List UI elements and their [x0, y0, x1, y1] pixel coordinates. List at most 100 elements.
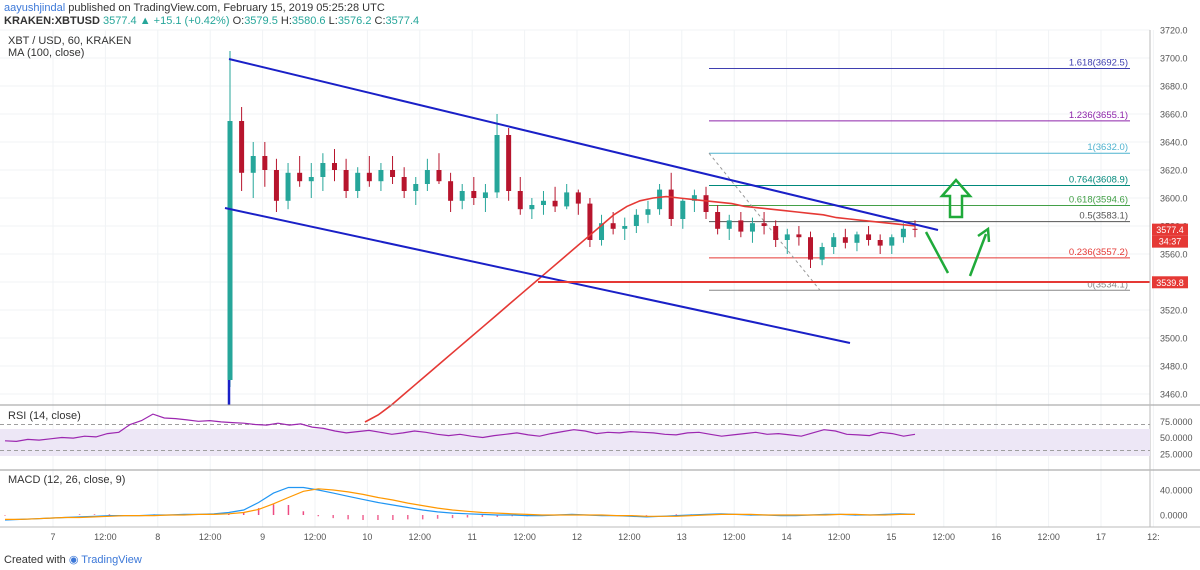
instrument-legend: XBT / USD, 60, KRAKEN: [8, 35, 132, 47]
candlestick-series: [227, 51, 918, 405]
price-tick-label: 3500.0: [1160, 334, 1188, 344]
created-with-text: Created with: [4, 554, 66, 566]
time-tick-label: 12: [572, 532, 582, 542]
candle-body: [564, 192, 570, 207]
price-change: 3577.4 ▲ +15.1 (+0.42%): [103, 15, 230, 27]
down-stroke-icon: [924, 231, 950, 274]
fib-trend-line: [708, 152, 821, 291]
candle-body: [599, 223, 605, 240]
ohlc-high-label: H:: [280, 15, 292, 27]
fib-level-label: 0.618(3594.6): [1069, 195, 1128, 206]
candle-body: [308, 177, 314, 182]
time-tick-label: 14: [782, 532, 792, 542]
ohlc-open: 3579.5: [244, 15, 278, 27]
price-axis: 3720.0 3700.0 3680.0 3660.0 3640.0 3620.0 3600…: [1152, 26, 1188, 400]
candle-body: [320, 163, 326, 177]
rsi-pane: 75.0000 50.0000 25.0000: [0, 413, 1193, 459]
candle-body: [355, 172, 361, 191]
candle-body: [587, 203, 593, 240]
ohlc-low: 3576.2: [337, 15, 372, 27]
time-tick-label: 12:00: [94, 532, 117, 542]
tradingview-link[interactable]: TradingView: [81, 554, 142, 566]
time-tick-label: 12:00: [618, 532, 641, 542]
time-tick-label: 12:00: [409, 532, 432, 542]
candle-body: [633, 214, 639, 226]
candle-body: [622, 226, 628, 229]
candle-body: [343, 170, 349, 191]
candle-body: [784, 234, 790, 240]
candle-body: [297, 172, 303, 182]
time-tick-label: 17: [1096, 532, 1106, 542]
time-tick-label: 16: [991, 532, 1001, 542]
up-stroke-icon: [968, 233, 988, 277]
candle-body: [239, 121, 245, 173]
ohlc-low-label: L:: [328, 15, 338, 27]
candle-body: [819, 247, 825, 260]
price-tick-label: 3480.0: [1160, 362, 1188, 372]
time-tick-label: 8: [155, 532, 160, 542]
price-tick-label: 3600.0: [1160, 194, 1188, 204]
ohlc-high: 3580.6: [291, 15, 326, 27]
candle-body: [738, 220, 744, 232]
footer: Created with ◉ TradingView: [4, 553, 142, 566]
price-tick-label: 3680.0: [1160, 82, 1188, 92]
rsi-title: RSI (14, close): [8, 410, 81, 422]
countdown-bg: [1152, 235, 1188, 248]
time-tick-label: 9: [260, 532, 265, 542]
macd-title: MACD (12, 26, close, 9): [8, 474, 126, 486]
time-tick-label: 12:00: [828, 532, 851, 542]
candle-body: [808, 237, 814, 260]
price-tick-label: 3620.0: [1160, 166, 1188, 176]
author-link[interactable]: aayushjindal: [4, 2, 66, 14]
time-tick-label: 15: [886, 532, 896, 542]
candle-body: [610, 223, 616, 229]
up-arrowhead-icon: [977, 226, 991, 243]
time-tick-label: 11: [468, 532, 477, 542]
last-price-tag: 3577.4: [1156, 225, 1184, 235]
candle-body: [459, 191, 465, 201]
candle-body: [912, 228, 918, 230]
candle-body: [250, 156, 256, 173]
candle-body: [668, 189, 674, 219]
time-tick-label: 7: [50, 532, 55, 542]
channel-upper-line: [228, 58, 939, 231]
up-arrow-icon: [939, 178, 973, 219]
fib-level-label: 1(3632.0): [1087, 142, 1128, 153]
macd-tick-label: 0.0000: [1160, 511, 1188, 521]
candle-body: [726, 220, 732, 229]
price-tick-label: 3460.0: [1160, 390, 1188, 400]
countdown-tag: 34:37: [1159, 237, 1182, 247]
time-axis: 7 12:00 8 12:00 9 12:00 10 12:00 11 12:00 12 12:00 1…: [50, 532, 1159, 542]
candle-body: [227, 121, 233, 380]
candle-body: [506, 135, 512, 191]
candle-body: [715, 212, 721, 229]
time-tick-label: 12:00: [723, 532, 746, 542]
price-tick-label: 3560.0: [1160, 250, 1188, 260]
time-tick-label: 13: [677, 532, 687, 542]
price-tick-label: 3660.0: [1160, 110, 1188, 120]
candle-body: [471, 191, 477, 198]
price-tick-label: 3720.0: [1160, 26, 1188, 36]
fibonacci-retracement: 1.618(3692.5) 1.236(3655.1) 1(3632.0) 0.764…: [708, 58, 1130, 291]
candle-body: [366, 172, 372, 182]
rsi-line: [4, 413, 916, 443]
candle-body: [436, 170, 442, 182]
time-tick-label: 10: [362, 532, 372, 542]
candle-body: [331, 163, 337, 170]
candle-body: [262, 156, 268, 170]
time-tick-label: 12:00: [304, 532, 327, 542]
time-tick-label: 12:00: [513, 532, 536, 542]
candle-body: [285, 172, 291, 201]
macd-pane: 40.0000 0.0000: [4, 486, 1193, 521]
candle-body: [691, 195, 697, 201]
candle-body: [900, 228, 906, 238]
ohlc-close: 3577.4: [385, 15, 420, 27]
support-price-tag-bg: [1152, 276, 1188, 289]
candle-body: [842, 237, 848, 243]
candle-body: [657, 189, 663, 210]
channel-lower-line: [224, 207, 851, 344]
candle-body: [680, 200, 686, 219]
symbol-label: KRAKEN:XBTUSD: [4, 15, 100, 27]
tradingview-logo-icon: ◉: [68, 554, 79, 566]
